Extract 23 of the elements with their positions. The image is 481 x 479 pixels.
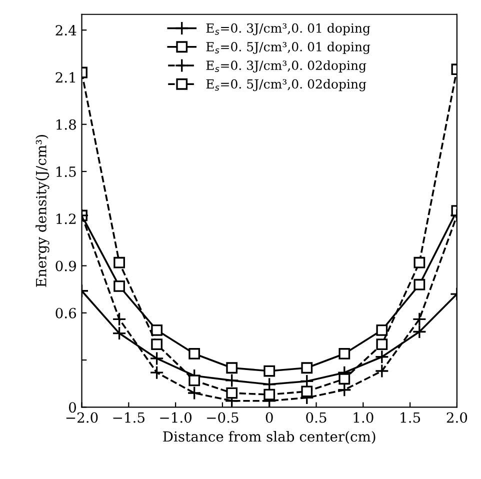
x-tick-label: 0.5 <box>306 412 326 423</box>
x-tick-label: 2.0 <box>446 412 468 423</box>
x-tick-label: −1.5 <box>113 412 144 423</box>
x-tick-label: −2.0 <box>66 412 98 423</box>
y-tick-label: 0.9 <box>56 260 76 272</box>
x-axis-title: Distance from slab center(cm) <box>163 431 376 444</box>
legend-label: E$_{s}$=0. 3J/cm³,0. 01 doping <box>206 23 370 36</box>
y-tick-label: 0.6 <box>56 308 76 318</box>
x-tick-label: 1.5 <box>400 412 420 423</box>
x-tick-label: 0 <box>266 412 273 423</box>
y-tick-label: 1.5 <box>56 166 76 177</box>
y-tick-label: 1.2 <box>56 214 76 224</box>
legend-label: E$_{s}$=0. 5J/cm³,0. 02doping <box>206 78 366 92</box>
x-tick-label: −0.5 <box>207 412 238 423</box>
y-tick-label: 2.4 <box>56 25 76 36</box>
legend-label: E$_{s}$=0. 3J/cm³,0. 02doping <box>206 60 366 73</box>
y-tick-label: 1.8 <box>56 119 76 130</box>
legend-label: E$_{s}$=0. 5J/cm³,0. 01 doping <box>206 42 370 54</box>
y-tick-label: 0 <box>68 402 76 413</box>
y-tick-label: 2.1 <box>56 72 75 83</box>
x-tick-label: −1.0 <box>160 412 192 423</box>
x-tick-label: 1.0 <box>354 412 374 423</box>
y-axis-title: Energy density(J/cm³) <box>36 134 50 287</box>
